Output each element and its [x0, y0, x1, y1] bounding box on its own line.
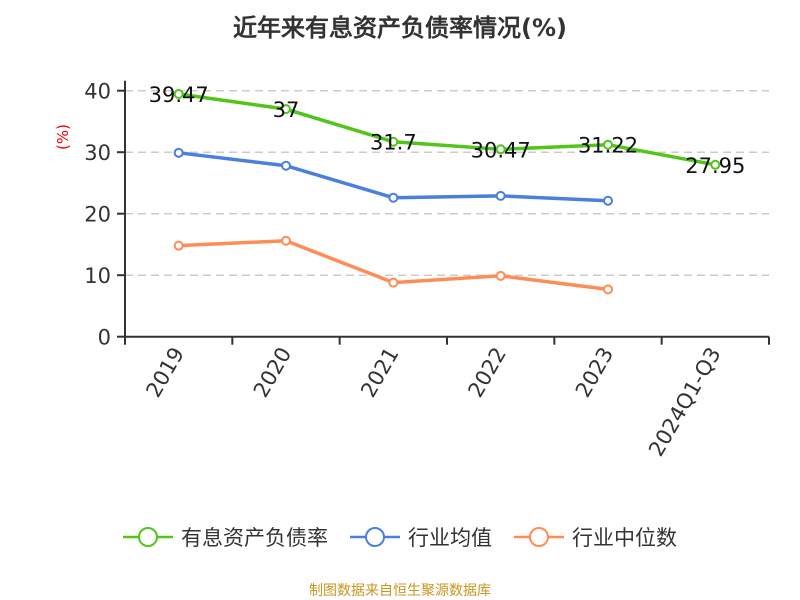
y-tick-label: 10: [84, 264, 111, 288]
data-point: [281, 235, 291, 246]
data-point: [710, 159, 721, 170]
data-label: 37: [273, 98, 300, 122]
data-point: [173, 88, 184, 99]
legend-label: 行业均值: [408, 526, 492, 550]
legend-marker-icon: [514, 527, 564, 547]
series-line: [178, 92, 716, 167]
legend-label: 有息资产负债率: [181, 526, 328, 550]
legend-marker-icon: [350, 527, 400, 547]
x-tick-label: 2020: [249, 343, 297, 401]
data-label: 39.47: [149, 83, 209, 107]
data-point: [281, 104, 291, 115]
x-tick-label: 2022: [463, 343, 511, 401]
data-point: [388, 277, 399, 288]
y-tick-label: 0: [98, 326, 111, 350]
source-note: 制图数据来自恒生聚源数据库: [309, 583, 491, 599]
legend-item[interactable]: 有息资产负债率: [123, 522, 328, 552]
legend: 有息资产负债率 行业均值 行业中位数: [0, 522, 800, 552]
chart-title: 近年来有息资产负债率情况(%): [233, 14, 567, 42]
data-label: 31.7: [370, 131, 417, 155]
x-tick-label: 2021: [356, 343, 404, 401]
data-point: [388, 192, 399, 203]
data-label: 31.22: [578, 134, 638, 158]
y-tick-label: 40: [84, 80, 111, 104]
data-point: [495, 144, 506, 155]
data-point: [173, 240, 184, 251]
data-point: [603, 139, 613, 150]
data-point: [388, 136, 399, 147]
legend-label: 行业中位数: [572, 526, 677, 550]
legend-marker-icon: [123, 527, 173, 547]
data-label: 30.47: [471, 138, 531, 162]
data-point: [603, 195, 613, 206]
legend-item[interactable]: 行业均值: [350, 522, 492, 552]
data-point: [173, 147, 184, 158]
data-point: [495, 190, 506, 201]
y-tick-label: 20: [84, 203, 111, 227]
x-tick-label: 2023: [571, 343, 619, 401]
data-point: [281, 160, 291, 171]
data-label: 27.95: [685, 154, 745, 178]
x-tick-label: 2019: [141, 343, 189, 401]
y-tick-label: 30: [84, 141, 111, 165]
data-point: [495, 270, 506, 281]
data-point: [603, 284, 613, 295]
legend-item[interactable]: 行业中位数: [514, 522, 677, 552]
x-tick-label: 2024Q1-Q3: [644, 343, 726, 460]
